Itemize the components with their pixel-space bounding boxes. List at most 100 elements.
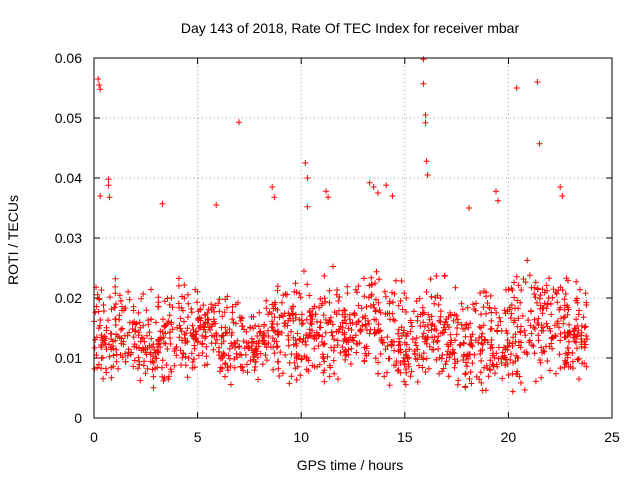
data-point [95, 308, 102, 315]
data-point [495, 344, 502, 351]
data-point [331, 370, 338, 377]
data-point [320, 341, 327, 348]
data-point [312, 311, 319, 318]
data-point [565, 349, 572, 356]
data-point [573, 339, 579, 346]
data-point [411, 350, 418, 357]
data-point [105, 317, 112, 324]
data-point [472, 307, 479, 314]
data-point [365, 317, 372, 324]
data-point [430, 346, 437, 353]
data-point [317, 296, 324, 302]
data-point [507, 356, 514, 363]
data-point [468, 380, 475, 387]
data-point [189, 359, 196, 365]
data-point [473, 300, 480, 307]
data-point [222, 373, 228, 380]
data-point [279, 370, 286, 377]
data-point [382, 346, 389, 353]
data-point [309, 327, 315, 334]
data-point [181, 331, 188, 338]
data-point [411, 348, 418, 354]
data-point [275, 358, 282, 365]
data-point [505, 286, 512, 293]
data-point [115, 365, 122, 372]
data-point [578, 323, 585, 329]
x-tick-label: 15 [397, 429, 413, 445]
data-point [282, 320, 289, 327]
data-point [433, 356, 440, 363]
data-point [454, 325, 460, 331]
data-point [569, 358, 576, 365]
data-point [509, 370, 516, 377]
data-point [550, 286, 557, 293]
data-point [571, 338, 578, 345]
data-point [216, 344, 222, 351]
data-point [381, 288, 388, 295]
data-point [95, 76, 102, 82]
data-point [509, 343, 516, 349]
data-point [558, 315, 565, 322]
data-point [425, 311, 432, 318]
data-point [559, 193, 566, 199]
data-point [296, 290, 303, 297]
data-point [225, 367, 232, 374]
data-point [465, 324, 472, 331]
data-point [424, 334, 431, 341]
data-point [179, 337, 185, 344]
data-point [107, 294, 113, 301]
data-point [501, 352, 508, 359]
data-point [428, 327, 435, 333]
data-point [266, 309, 273, 316]
data-point [250, 325, 257, 332]
data-point [292, 280, 299, 287]
data-point [125, 349, 132, 356]
data-point [389, 338, 396, 345]
data-point [437, 319, 444, 326]
data-point [402, 351, 409, 358]
data-point [263, 297, 270, 304]
data-point [299, 339, 306, 345]
data-point [357, 327, 363, 334]
data-point [215, 300, 222, 307]
data-point [577, 286, 583, 293]
data-point [171, 362, 178, 369]
data-point [303, 366, 310, 373]
data-point [563, 275, 570, 282]
data-point [471, 351, 478, 358]
data-point [363, 303, 370, 310]
data-point [504, 346, 511, 353]
data-point [355, 302, 362, 309]
data-point [320, 355, 327, 362]
data-point [275, 365, 282, 372]
data-point [154, 364, 161, 371]
data-point [116, 316, 123, 323]
data-point [581, 344, 588, 351]
data-point [306, 332, 313, 339]
data-point [557, 330, 564, 337]
data-point [282, 352, 289, 358]
data-point [573, 316, 580, 323]
data-point [414, 346, 421, 353]
data-point [227, 363, 234, 369]
data-point [486, 304, 493, 311]
data-point [537, 305, 544, 312]
data-point [126, 329, 133, 336]
data-point [168, 368, 175, 375]
data-point [288, 328, 295, 335]
data-point [478, 340, 485, 347]
data-point [409, 323, 415, 330]
data-point [255, 323, 262, 330]
data-point [217, 355, 224, 362]
data-point [149, 366, 156, 373]
data-point [443, 358, 450, 365]
data-point [543, 305, 550, 312]
data-point [277, 349, 284, 356]
data-point [357, 328, 364, 335]
data-point [363, 345, 370, 352]
data-point [554, 320, 561, 327]
data-point [108, 374, 115, 381]
data-point [435, 345, 442, 352]
data-point [377, 309, 384, 316]
data-point [512, 331, 519, 338]
